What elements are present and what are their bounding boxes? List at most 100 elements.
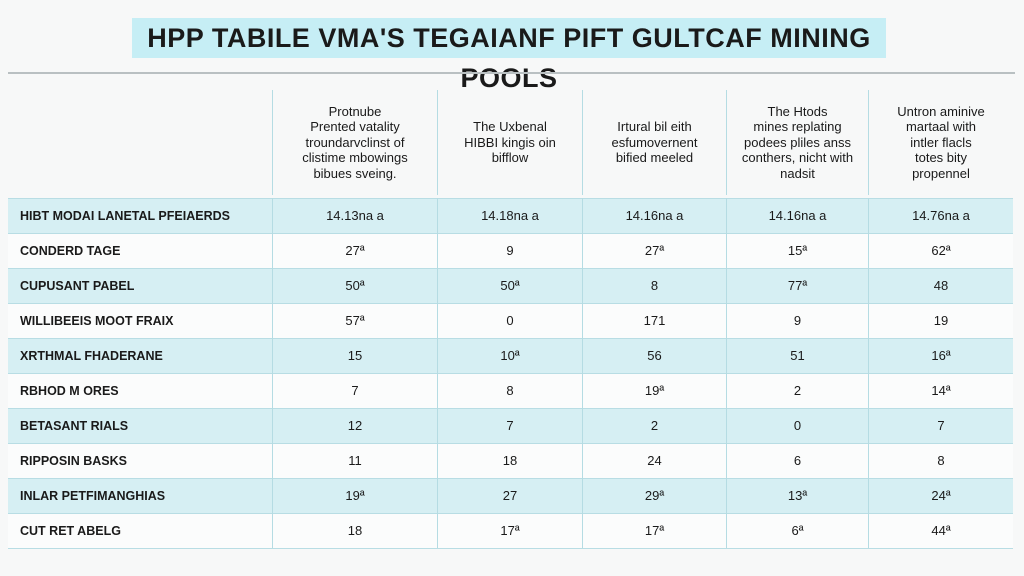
table-row bbox=[8, 233, 1013, 268]
header-line: The Uxbenal bbox=[473, 119, 547, 135]
table-cell: 62ª bbox=[868, 233, 1013, 268]
table-cell: 14.16na a bbox=[726, 198, 868, 233]
table-cell: 27ª bbox=[272, 233, 437, 268]
table-cell: 14.76na a bbox=[868, 198, 1013, 233]
table-cell: 14ª bbox=[868, 373, 1013, 408]
table-cell: 14.13na a bbox=[272, 198, 437, 233]
table-cell: 27ª bbox=[582, 233, 726, 268]
table-cell: 2 bbox=[726, 373, 868, 408]
table-cell: 15 bbox=[272, 338, 437, 373]
table-cell: 10ª bbox=[437, 338, 582, 373]
table-cell: 24ª bbox=[868, 478, 1013, 513]
table-row bbox=[8, 478, 1013, 513]
header-cell: The Htods mines replating podees pliles an… bbox=[726, 90, 868, 195]
header-line: The Htods bbox=[767, 103, 828, 119]
row-label: CUPUSANT PABEL bbox=[20, 278, 135, 293]
table-row bbox=[8, 268, 1013, 303]
table-cell: 16ª bbox=[868, 338, 1013, 373]
row-label: BETASANT RIALS bbox=[20, 418, 129, 433]
table-cell: 7 bbox=[272, 373, 437, 408]
header-line: bified meeled bbox=[615, 150, 694, 166]
table-cell: 29ª bbox=[582, 478, 726, 513]
header-line: Prented vatality bbox=[310, 119, 400, 135]
table-cell: 51 bbox=[726, 338, 868, 373]
table-cell: 6ª bbox=[726, 513, 868, 548]
header-line: Irtural bil eith bbox=[617, 119, 692, 135]
table-row bbox=[8, 303, 1013, 338]
divider bbox=[8, 72, 1015, 74]
table-cell: 48 bbox=[868, 268, 1013, 303]
table-cell: 27 bbox=[437, 478, 582, 513]
table-row bbox=[8, 198, 1013, 233]
header-cell: Irtural bil eith esfumovernent bified meel… bbox=[582, 90, 726, 195]
header-line: intler flacls bbox=[910, 134, 972, 150]
table-cell: 0 bbox=[437, 303, 582, 338]
table-cell: 18 bbox=[437, 443, 582, 478]
table-cell: 19ª bbox=[582, 373, 726, 408]
header-line: clistime mbowings bbox=[302, 150, 408, 166]
row-label: CUT RET ABELG bbox=[20, 523, 121, 538]
row-label: RBHOD M ORES bbox=[20, 383, 119, 398]
header-line: martaal with bbox=[905, 119, 977, 135]
header-line: Protnube bbox=[328, 103, 382, 119]
table-cell: 8 bbox=[868, 443, 1013, 478]
table-cell: 9 bbox=[437, 233, 582, 268]
table-cell: 11 bbox=[272, 443, 437, 478]
header-line: conthers, nicht with bbox=[741, 150, 854, 166]
header-line: bibues sveing. bbox=[313, 165, 397, 181]
table-cell: 8 bbox=[437, 373, 582, 408]
table-cell: 14.18na a bbox=[437, 198, 582, 233]
header-line: podees pliles anss bbox=[744, 134, 851, 150]
row-label: XRTHMAL FHADERANE bbox=[20, 348, 163, 363]
table-row bbox=[8, 338, 1013, 373]
table-cell: 9 bbox=[726, 303, 868, 338]
table-cell: 14.16na a bbox=[582, 198, 726, 233]
header-line: HIBBI kingis oin bbox=[464, 134, 556, 150]
table-cell: 77ª bbox=[726, 268, 868, 303]
table-cell: 6 bbox=[726, 443, 868, 478]
table-cell: 0 bbox=[726, 408, 868, 443]
header-line: mines replating bbox=[753, 119, 842, 135]
table-cell: 19ª bbox=[272, 478, 437, 513]
table-cell: 2 bbox=[582, 408, 726, 443]
header-line: bifflow bbox=[491, 150, 529, 166]
header-line: totes bity bbox=[914, 150, 968, 166]
table-cell: 18 bbox=[272, 513, 437, 548]
table-cell: 50ª bbox=[272, 268, 437, 303]
row-label: WILLIBEEIS MOOT FRAIX bbox=[20, 313, 174, 328]
table-cell: 56 bbox=[582, 338, 726, 373]
row-label: CONDERD TAGE bbox=[20, 243, 121, 258]
header-line: Untron aminive bbox=[897, 103, 985, 119]
table-row bbox=[8, 513, 1013, 548]
header-line: troundarvclinst of bbox=[305, 134, 405, 150]
header-cell: Untron aminive martaal with intler flacls t… bbox=[868, 90, 1013, 195]
row-label: RIPPOSIN BASKS bbox=[20, 453, 127, 468]
table-bottom bbox=[8, 548, 1013, 550]
table-cell: 7 bbox=[437, 408, 582, 443]
header-cell: Protnube Prented vatality troundarvclinst … bbox=[272, 90, 437, 195]
title: HPP TABILE VMA'S TEGAIANF PIFT GULTCAF M… bbox=[132, 18, 886, 93]
table-cell: 17ª bbox=[437, 513, 582, 548]
table-cell: 12 bbox=[272, 408, 437, 443]
table-row bbox=[8, 373, 1013, 408]
table-cell: 50ª bbox=[437, 268, 582, 303]
header-line: nadsit bbox=[780, 165, 815, 181]
table-row bbox=[8, 443, 1013, 478]
table-cell: 8 bbox=[582, 268, 726, 303]
table-cell: 13ª bbox=[726, 478, 868, 513]
table-cell: 17ª bbox=[582, 513, 726, 548]
table-cell: 57ª bbox=[272, 303, 437, 338]
table-cell: 171 bbox=[582, 303, 726, 338]
header-line: esfumovernent bbox=[611, 134, 698, 150]
row-label: INLAR PETFIMANGHIAS bbox=[20, 488, 166, 503]
table-cell: 24 bbox=[582, 443, 726, 478]
table-row bbox=[8, 408, 1013, 443]
table-cell: 19 bbox=[868, 303, 1013, 338]
header-cell: The Uxbenal HIBBI kingis oin bifflow bbox=[437, 90, 582, 195]
row-label: HIBT MODAI LANETAL PFEIAERDS bbox=[20, 208, 230, 223]
table-cell: 15ª bbox=[726, 233, 868, 268]
header-line: propennel bbox=[912, 165, 970, 181]
table-cell: 7 bbox=[868, 408, 1013, 443]
table-cell: 44ª bbox=[868, 513, 1013, 548]
